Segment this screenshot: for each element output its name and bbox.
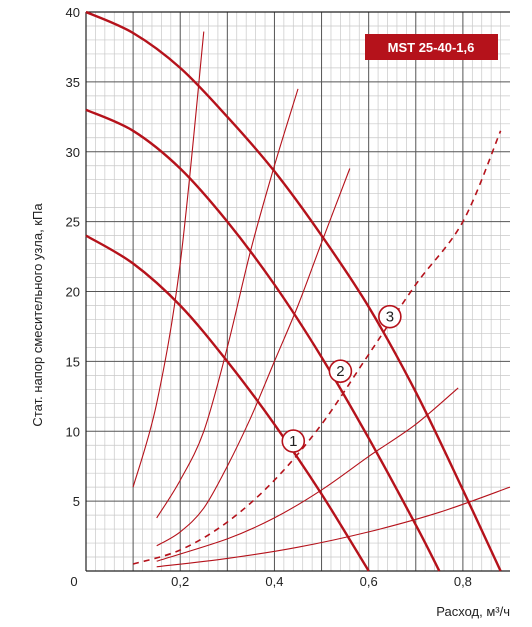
axes bbox=[85, 11, 510, 572]
pump-curve-1 bbox=[85, 234, 370, 572]
x-tick-label: 0,6 bbox=[360, 574, 378, 589]
curve-markers: 1 2 3 bbox=[281, 304, 402, 453]
system-curve bbox=[156, 486, 511, 568]
y-tick-label: 40 bbox=[66, 5, 80, 20]
y-tick-label: 25 bbox=[66, 215, 80, 230]
curve-marker-label: 2 bbox=[336, 363, 344, 380]
system-curves bbox=[132, 31, 511, 568]
pump-curves bbox=[85, 10, 502, 572]
y-tick-label: 10 bbox=[66, 424, 80, 439]
system-curve bbox=[156, 88, 299, 519]
grid-major bbox=[86, 12, 510, 571]
x-tick-label: 0,8 bbox=[454, 574, 472, 589]
curve-marker-circle bbox=[281, 429, 306, 453]
curve-marker-label: 3 bbox=[386, 309, 394, 326]
curve-marker-3: 3 bbox=[378, 304, 402, 329]
x-tick-label: 0,4 bbox=[265, 574, 283, 589]
y-tick-label: 30 bbox=[66, 145, 80, 160]
y-axis-title: Стат. напор смесительного узла, кПа bbox=[30, 203, 45, 427]
system-curve bbox=[156, 168, 351, 547]
pump-curve-3 bbox=[85, 10, 502, 572]
y-tick-label: 20 bbox=[66, 285, 80, 300]
model-badge-text: MST 25-40-1,6 bbox=[388, 40, 475, 55]
curve-marker-2: 2 bbox=[328, 359, 353, 383]
y-tick-label: 35 bbox=[66, 75, 80, 90]
y-tick-label: 5 bbox=[73, 494, 80, 509]
curve-marker-1: 1 bbox=[281, 429, 306, 453]
curve-marker-circle bbox=[378, 304, 402, 329]
y-tick-label: 15 bbox=[66, 354, 80, 369]
model-badge: MST 25-40-1,6 bbox=[365, 34, 498, 60]
curve-marker-label: 1 bbox=[289, 433, 297, 450]
system-curve bbox=[132, 31, 205, 488]
origin-label: 0 bbox=[70, 574, 77, 589]
model-badge-bg bbox=[365, 34, 498, 60]
pump-curve-2 bbox=[85, 108, 441, 572]
curve-marker-circle bbox=[328, 359, 353, 383]
system-curve bbox=[156, 387, 459, 562]
x-tick-label: 0,2 bbox=[171, 574, 189, 589]
system-curve-dashed bbox=[132, 130, 502, 565]
x-axis-title: Расход, м³/ч bbox=[436, 604, 510, 619]
